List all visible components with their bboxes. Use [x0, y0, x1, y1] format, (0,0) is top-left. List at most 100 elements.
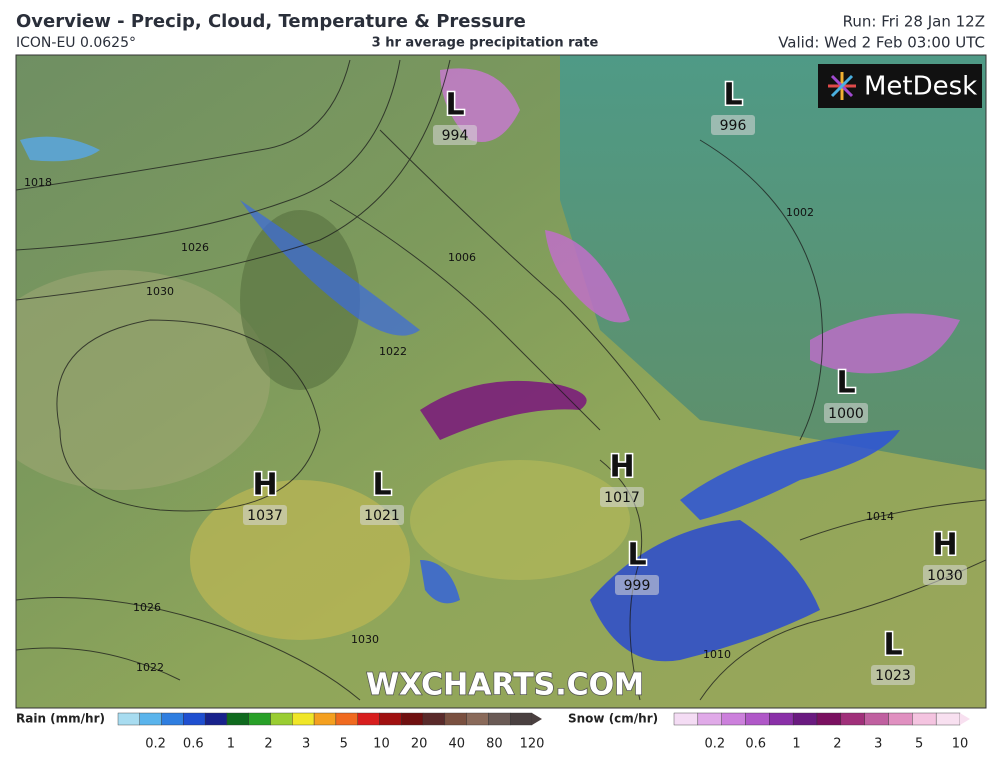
- legend-tick: 120: [520, 737, 545, 752]
- legend-swatch: [488, 712, 511, 726]
- center-type: L: [372, 468, 391, 503]
- legend-tick: 10: [952, 737, 969, 752]
- legend-swatch: [313, 712, 337, 726]
- legend-swatch: [401, 712, 424, 726]
- center-value: 999: [624, 578, 651, 594]
- snow-legend-title: Snow (cm/hr): [568, 712, 658, 726]
- legend-swatch: [422, 712, 446, 726]
- legend-arrow: [960, 713, 970, 725]
- center-type: H: [609, 450, 634, 485]
- rain-area: [240, 200, 420, 336]
- legend-swatch: [935, 712, 961, 726]
- legend-swatch: [270, 712, 293, 726]
- isobar-label: 1006: [448, 251, 476, 264]
- center-type: L: [627, 538, 646, 573]
- center-value: 1023: [875, 668, 911, 684]
- legend-swatch: [792, 712, 818, 726]
- center-value: 1030: [927, 568, 963, 584]
- center-type: H: [932, 528, 957, 563]
- legend-tick: 10: [373, 737, 390, 752]
- legend-tick: 3: [874, 737, 882, 752]
- legend-tick: 0.6: [183, 737, 204, 752]
- center-value: 1021: [364, 508, 400, 524]
- legend-swatch: [139, 712, 162, 726]
- legend-swatch: [466, 712, 489, 726]
- legend-swatch: [673, 712, 699, 726]
- legend-swatch: [745, 712, 770, 726]
- legend-swatch: [444, 712, 467, 726]
- legend-swatch: [183, 712, 206, 726]
- rain-area: [20, 136, 100, 162]
- center-value: 1037: [247, 508, 283, 524]
- legend-tick: 0.2: [705, 737, 726, 752]
- center-type: L: [445, 88, 464, 123]
- isobar-label: 1030: [146, 285, 174, 298]
- center-value-box: [711, 115, 755, 135]
- center-value: 1017: [604, 490, 640, 506]
- center-value-box: [824, 403, 868, 423]
- center-value-box: [923, 565, 967, 585]
- legend-tick: 5: [340, 737, 348, 752]
- legend-tick: 80: [486, 737, 503, 752]
- snow-area: [810, 313, 960, 374]
- legend-swatch: [510, 712, 533, 726]
- center-value-box: [600, 487, 644, 507]
- legend-tick: 5: [915, 737, 923, 752]
- snow-legend-bar: 0.2 0.6 1 2 3 5 10: [673, 712, 970, 752]
- isobar-label: 1022: [136, 661, 164, 674]
- center-value-box: [433, 125, 477, 145]
- legend-tick: 2: [833, 737, 841, 752]
- legend-tick: 1: [792, 737, 800, 752]
- center-type: L: [883, 628, 902, 663]
- center-value: 1000: [828, 406, 864, 422]
- legend-tick: 0.2: [145, 737, 166, 752]
- legend-swatch: [335, 712, 358, 726]
- snow-area: [545, 230, 630, 323]
- title: Overview - Precip, Cloud, Temperature & …: [16, 11, 526, 32]
- center-value: 996: [720, 118, 747, 134]
- legend-arrow: [532, 713, 542, 725]
- legend-swatch: [697, 712, 722, 726]
- legend-swatch: [840, 712, 865, 726]
- land-warm: [190, 480, 410, 640]
- isobar-label: 1030: [351, 633, 379, 646]
- legend-swatch: [721, 712, 746, 726]
- rain-area: [590, 520, 820, 662]
- snow-area: [440, 68, 520, 142]
- isobar-label: 1022: [379, 345, 407, 358]
- isobar-label: 1002: [786, 206, 814, 219]
- legend-tick: 0.6: [745, 737, 766, 752]
- legend-swatch: [379, 712, 402, 726]
- isobar-label: 1018: [24, 176, 52, 189]
- legend-swatch: [117, 712, 140, 726]
- run-time: Run: Fri 28 Jan 12Z: [843, 13, 985, 31]
- legend-swatch: [816, 712, 842, 726]
- logo-text: MetDesk: [864, 72, 977, 102]
- legend-tick: 3: [302, 737, 310, 752]
- center-type: L: [836, 366, 855, 401]
- legend-tick: 2: [264, 737, 272, 752]
- isobars: [16, 59, 986, 701]
- legend-swatch: [248, 712, 271, 726]
- isobar-label: 1026: [181, 241, 209, 254]
- logo-icon: [828, 72, 856, 100]
- snow-area: [420, 380, 587, 440]
- legend-swatch: [292, 712, 315, 726]
- legend-swatch: [357, 712, 380, 726]
- legend-tick: 20: [411, 737, 428, 752]
- legend-swatch: [864, 712, 889, 726]
- legend-tick: 40: [448, 737, 465, 752]
- legend-swatch: [226, 712, 249, 726]
- legend-tick: 1: [227, 737, 235, 752]
- land-warm: [410, 460, 630, 580]
- rain-area: [680, 430, 900, 520]
- subtitle: 3 hr average precipitation rate: [372, 36, 599, 51]
- center-value-box: [243, 505, 287, 525]
- rain-legend-title: Rain (mm/hr): [16, 712, 105, 726]
- center-value: 994: [442, 128, 469, 144]
- legend-swatch: [204, 712, 228, 726]
- legend-swatch: [888, 712, 913, 726]
- pressure-centers: L 994 L 996 L 1000 H 1017 L 999 H 1030 L 1023 H 1037 L 10…: [243, 76, 967, 685]
- map: 1018 1026 1030 1022 1006 1002 1014 1010 …: [16, 55, 986, 708]
